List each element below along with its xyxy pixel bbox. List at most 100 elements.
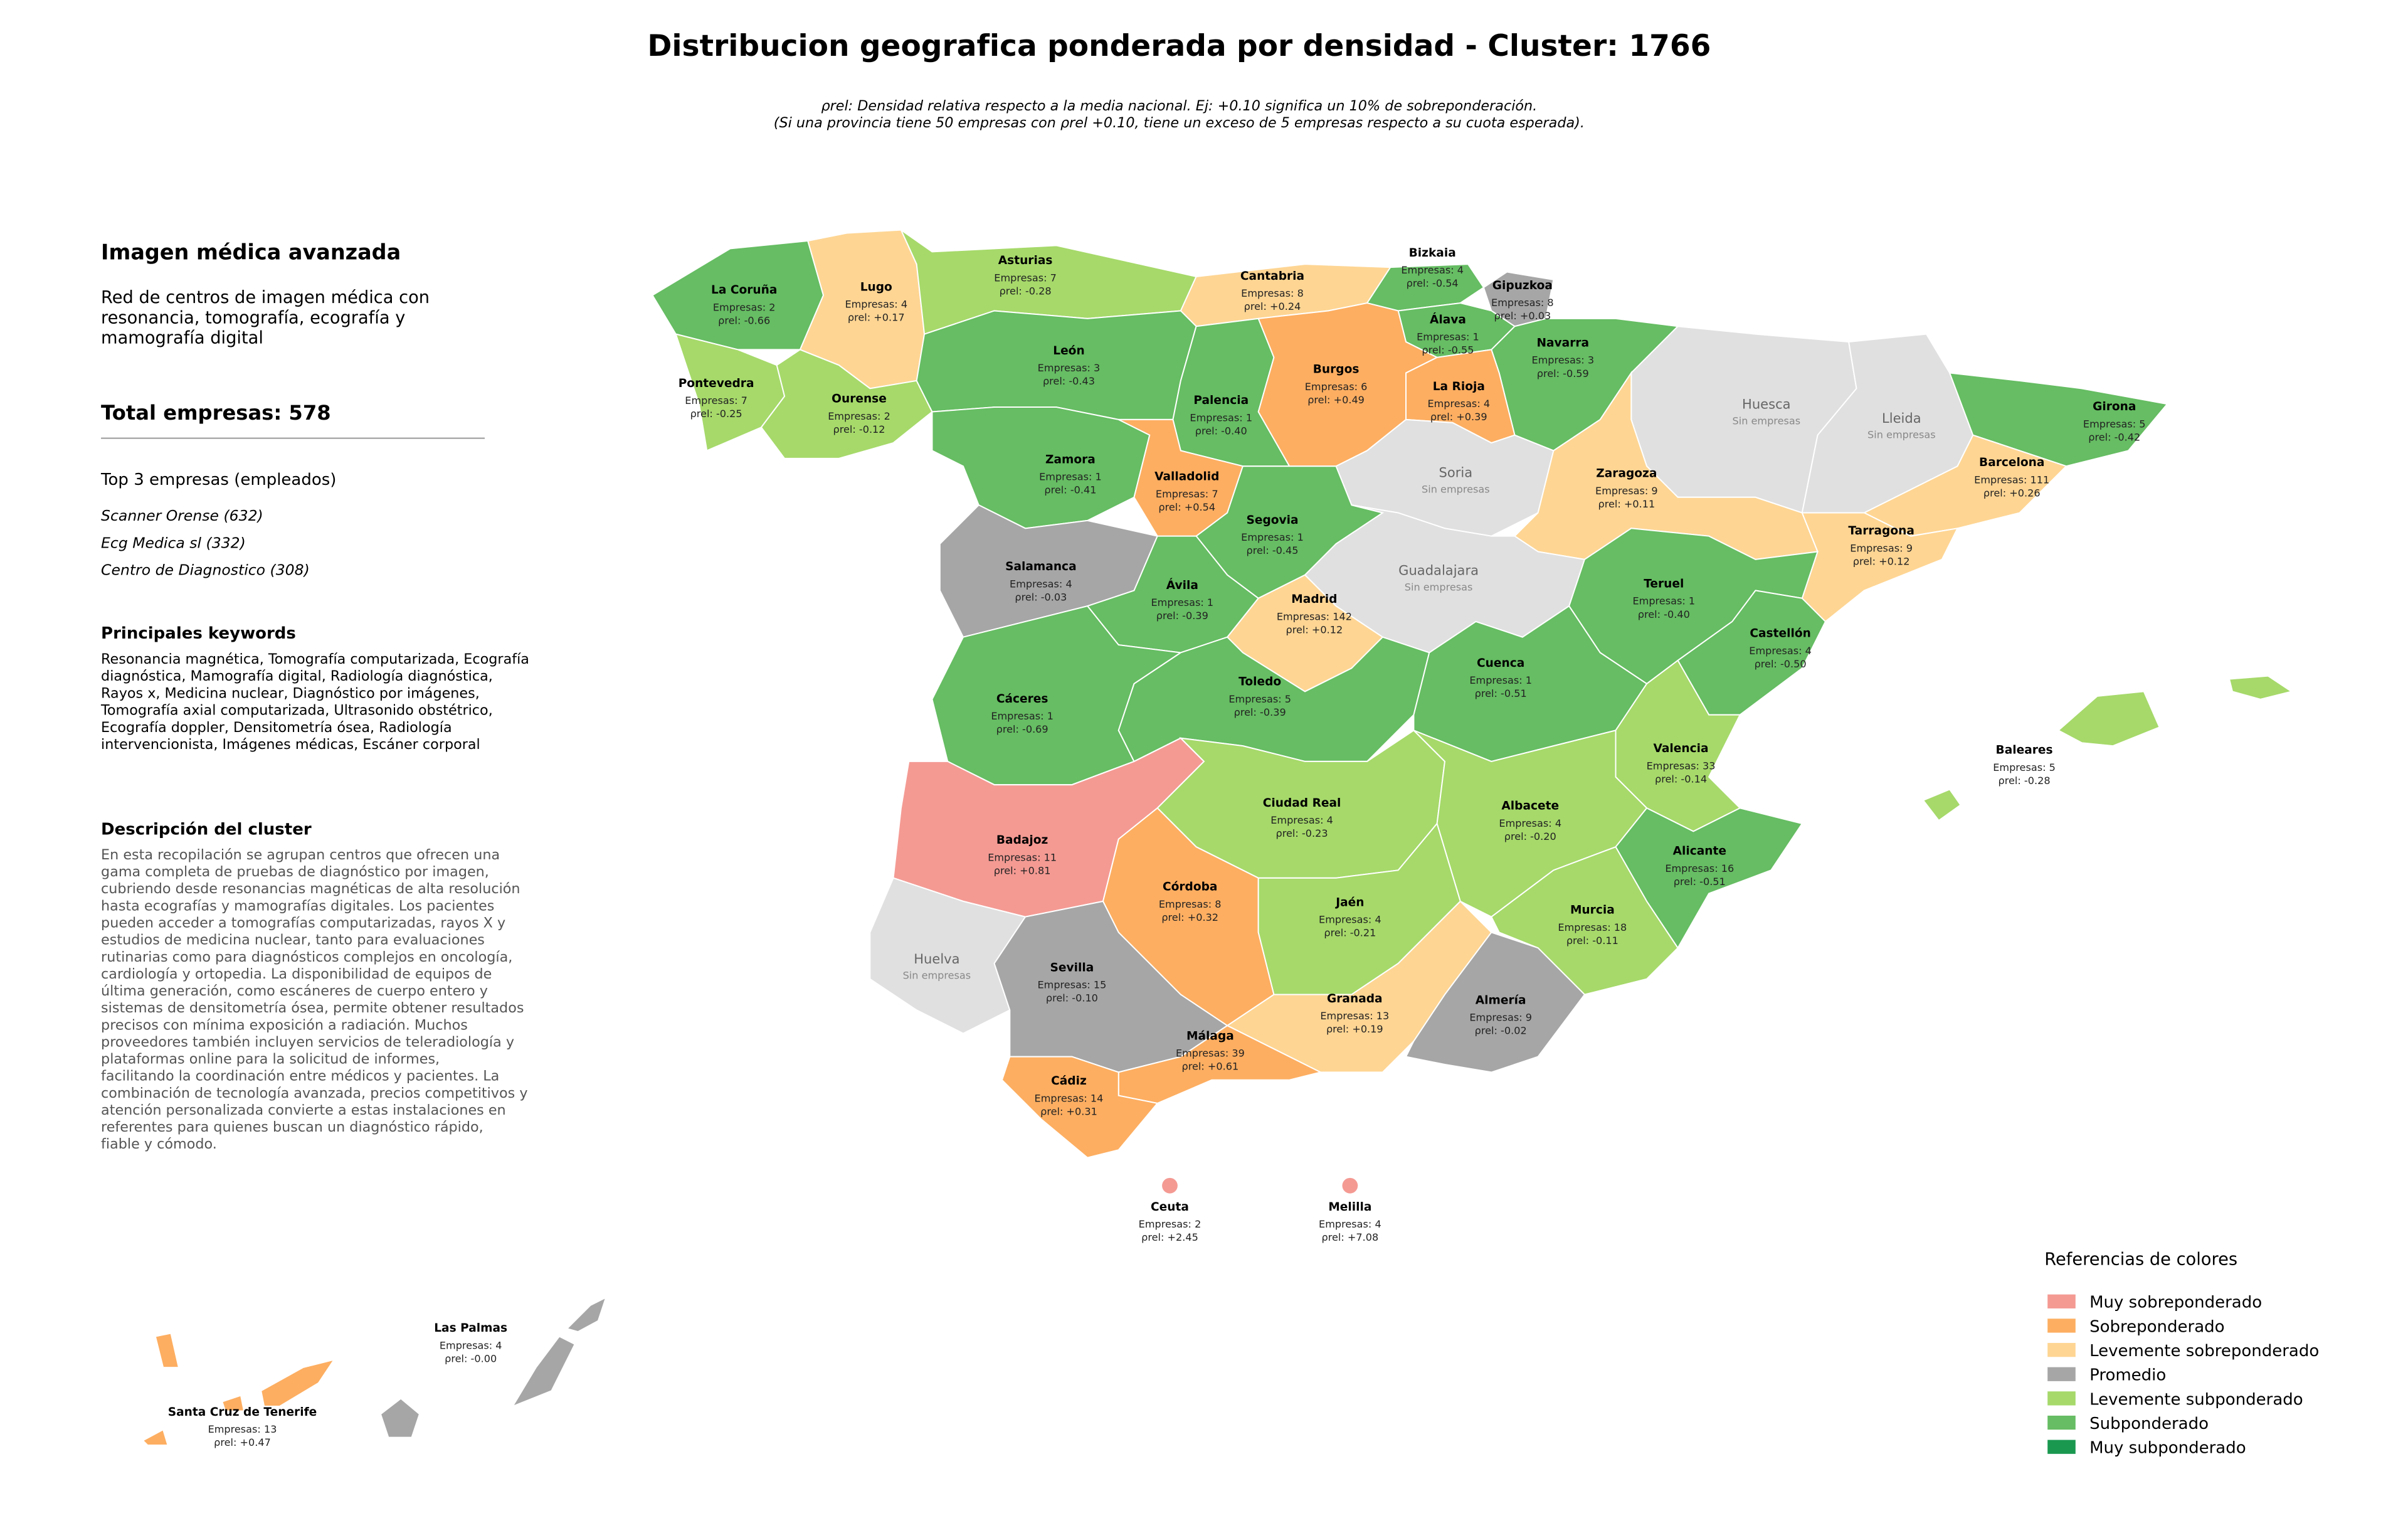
province-shape (1491, 846, 1679, 995)
province-rho: ρrel: +0.49 (1307, 394, 1365, 406)
province-name: La Rioja (1433, 380, 1485, 393)
province-name: Lugo (860, 280, 892, 294)
keywords-line: Resonancia magnética, Tomografía computa… (101, 651, 529, 667)
description-line: combinación de tecnología avanzada, prec… (101, 1085, 527, 1101)
keywords-line: diagnóstica, Mamografía digital, Radiolo… (101, 668, 493, 684)
province-rho: ρrel: -0.00 (445, 1352, 497, 1364)
top-company: Ecg Medica sl (332) (101, 534, 246, 551)
province-companies: Empresas: 8 (1491, 297, 1554, 309)
province-name: Barcelona (1979, 456, 2044, 469)
province-name: Toledo (1238, 676, 1281, 689)
province-shape (1001, 1056, 1159, 1159)
province-rho: ρrel: +0.47 (214, 1436, 271, 1448)
province-name: Sevilla (1050, 961, 1094, 974)
province-companies: Empresas: 9 (1850, 542, 1913, 554)
province-rho: ρrel: -0.45 (1246, 544, 1298, 556)
province-name: Huesca (1742, 396, 1791, 412)
province-companies: Empresas: 1 (1632, 595, 1695, 607)
description-line: rutinarias como para diagnósticos comple… (101, 949, 512, 965)
province-name: Bizkaia (1409, 247, 1456, 260)
province-companies: Empresas: 13 (208, 1423, 277, 1435)
subtitle: (Si una provincia tiene 50 empresas con … (774, 115, 1585, 131)
province-shape (1117, 636, 1430, 763)
province-companies: Empresas: 4 (1319, 914, 1381, 926)
province-companies: Empresas: 1 (1190, 411, 1252, 423)
province-companies: Empresas: 16 (1665, 862, 1734, 874)
legend-swatch (2047, 1367, 2076, 1381)
province-rho: ρrel: +0.24 (1244, 300, 1301, 312)
description-line: última generación, como escáneres de cue… (101, 983, 488, 999)
province-companies: Empresas: 6 (1305, 381, 1368, 393)
province-name: Córdoba (1163, 881, 1217, 894)
province-rho: ρrel: -0.14 (1655, 773, 1707, 785)
province-note: Sin empresas (1867, 429, 1936, 441)
province-name: Ourense (832, 393, 887, 406)
province-shape (2228, 675, 2293, 700)
description-line: gama completa de pruebas de diagnóstico … (101, 864, 489, 880)
province-name: Zaragoza (1596, 467, 1657, 480)
keywords-heading: Principales keywords (101, 624, 296, 643)
province-name: Jaén (1334, 896, 1364, 909)
top-company: Scanner Orense (632) (101, 507, 263, 524)
province-rho: ρrel: -0.21 (1324, 927, 1376, 939)
legend-swatch (2047, 1415, 2076, 1430)
legend-label: Muy sobreponderado (2089, 1293, 2262, 1312)
province-companies: Empresas: 5 (2083, 418, 2146, 430)
side-panel: Imagen médica avanzada Total empresas: 5… (100, 240, 529, 1152)
province-name: Salamanca (1005, 560, 1077, 573)
top-heading: Top 3 empresas (empleados) (100, 470, 336, 489)
province-name: Cuenca (1477, 657, 1524, 670)
province-shape (869, 877, 1027, 1034)
province-shape (260, 1359, 335, 1408)
province-name: Cáceres (996, 692, 1048, 706)
summary-line: resonancia, tomografía, ecografía y (101, 308, 405, 327)
description-line: cubriendo desde resonancias magnéticas d… (101, 881, 520, 897)
province-companies: Empresas: 1 (991, 710, 1054, 722)
province-rho: ρrel: -0.51 (1674, 876, 1726, 888)
province-name: Gipuzkoa (1492, 279, 1553, 292)
province-name: La Coruña (711, 284, 777, 297)
province-companies: Empresas: 4 (1427, 398, 1490, 410)
legend-title: Referencias de colores (2044, 1250, 2237, 1270)
province-rho: ρrel: -0.51 (1475, 687, 1527, 699)
province-name: Ceuta (1151, 1201, 1189, 1214)
province-rho: ρrel: +0.17 (848, 312, 905, 324)
province-rho: ρrel: -0.02 (1475, 1025, 1527, 1037)
legend: Referencias de colores Muy sobreponderad… (2044, 1250, 2319, 1458)
province-rho: ρrel: +0.11 (1598, 498, 1655, 510)
province-labels: La Coruña Empresas: 2 ρrel: -0.66 Lugo Empre… (168, 247, 2146, 1448)
province-rho: ρrel: -0.42 (2088, 431, 2140, 443)
description-line: estudios de medicina nuclear, tanto para… (101, 932, 485, 948)
province-rho: ρrel: +0.12 (1286, 624, 1343, 636)
province-rho: ρrel: +0.19 (1326, 1023, 1383, 1035)
province-companies: Empresas: 11 (988, 851, 1057, 863)
province-name: Badajoz (996, 834, 1048, 847)
province-companies: Empresas: 4 (1401, 264, 1464, 276)
summary-line: mamografía digital (101, 328, 263, 348)
description-line: atención personalizada convierte a estas… (101, 1102, 506, 1118)
province-companies: Empresas: 9 (1595, 485, 1658, 497)
province-rho: ρrel: -0.39 (1234, 706, 1286, 718)
province-companies: Empresas: 7 (1156, 488, 1218, 500)
province-rho: ρrel: -0.55 (1422, 344, 1474, 356)
province-note: Sin empresas (903, 970, 971, 982)
province-shape (931, 406, 1151, 529)
province-shape (1922, 788, 1962, 822)
legend-label: Muy subponderado (2089, 1439, 2246, 1458)
province-name: Albacete (1501, 800, 1559, 813)
province-companies: Empresas: 8 (1159, 898, 1222, 910)
province-companies: Empresas: 14 (1035, 1092, 1104, 1104)
legend-swatch (2047, 1294, 2076, 1308)
province-name: Ávila (1166, 578, 1198, 592)
province-shape (154, 1332, 180, 1369)
province-companies: Empresas: 15 (1037, 979, 1106, 991)
cluster-name: Imagen médica avanzada (101, 240, 401, 265)
province-rho: ρrel: +0.54 (1158, 501, 1215, 513)
description-line: plataformas online para la solicitud de … (101, 1051, 440, 1068)
province-rho: ρrel: -0.28 (1000, 285, 1052, 297)
legend-swatch (2047, 1391, 2076, 1406)
summary-line: Red de centros de imagen médica con (101, 288, 430, 307)
description-line: proveedores también incluyen servicios d… (101, 1034, 514, 1050)
province-rho: ρrel: -0.25 (690, 408, 742, 420)
